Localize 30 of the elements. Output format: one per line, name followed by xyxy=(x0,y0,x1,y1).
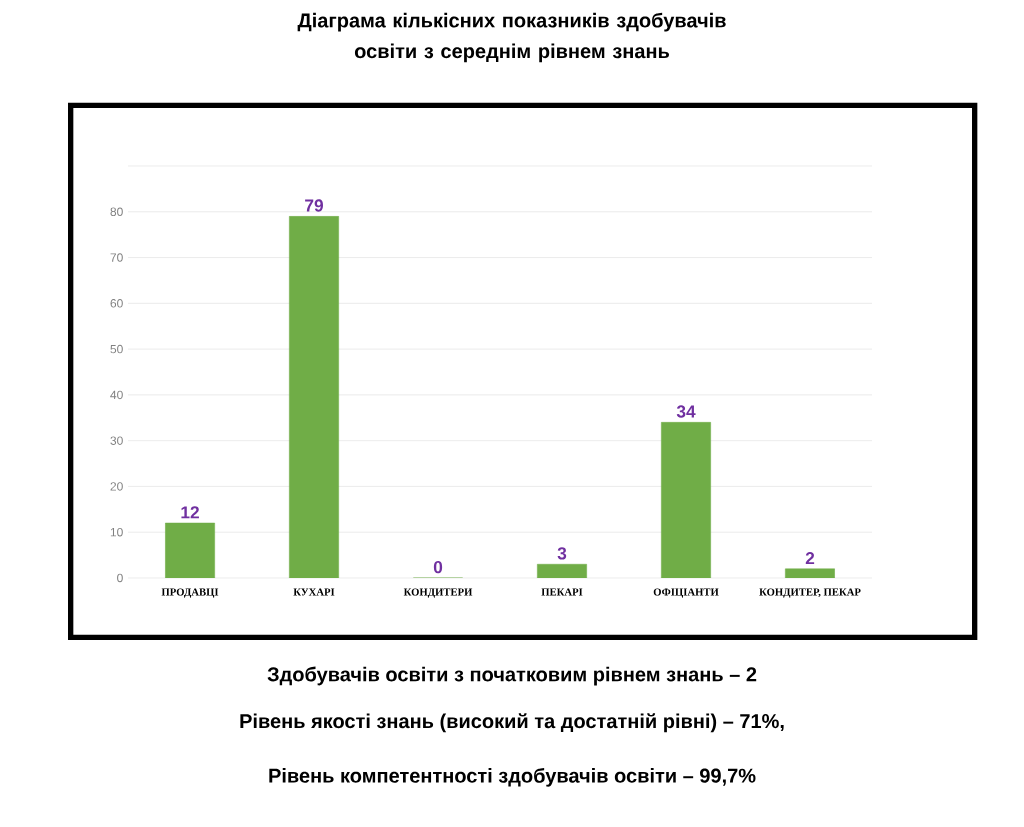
y-tick-label: 30 xyxy=(110,436,123,446)
y-tick-label: 20 xyxy=(110,482,123,491)
text: Рівень компетентності здобувачів освіти – 99,7% xyxy=(269,768,756,787)
data-label: 2 xyxy=(805,552,815,565)
data-label: 0 xyxy=(433,561,443,574)
x-tick-label: КУХАРІ xyxy=(293,588,335,596)
y-tick-label: 50 xyxy=(110,345,123,354)
data-label: 12 xyxy=(181,506,199,519)
y-tick-label: 70 xyxy=(110,253,123,262)
y-tick-label: 10 xyxy=(110,528,123,537)
chart-title: Діаграма кількісних показників здобувачів освіти з середнім рівнем знань xyxy=(297,12,726,63)
x-tick-label: КОНДИТЕРИ xyxy=(403,588,473,598)
x-tick-label: ПЕКАРІ xyxy=(541,588,583,596)
bar xyxy=(785,568,835,579)
bar xyxy=(661,422,711,579)
data-label: 34 xyxy=(676,405,696,418)
y-tick-label: 60 xyxy=(110,299,123,308)
y-tick-label: 40 xyxy=(110,390,123,400)
text: Здобувачів освіти з початковим рівнем знань – 2 xyxy=(267,666,757,686)
x-tick-label: ОФІЦІАНТИ xyxy=(653,588,719,598)
y-tick-label: 80 xyxy=(110,207,123,217)
y-tick-label: 0 xyxy=(117,573,123,583)
bar xyxy=(165,522,215,579)
bar xyxy=(537,564,587,579)
text: Рівень якості знань (високий та достатній рівні) – 71%, xyxy=(240,713,784,733)
x-tick-label: КОНДИТЕР, ПЕКАР xyxy=(759,588,861,598)
data-label: 3 xyxy=(557,547,567,560)
bar xyxy=(289,216,339,579)
x-tick-label: ПРОДАВЦІ xyxy=(161,588,219,598)
data-label: 79 xyxy=(305,199,323,212)
